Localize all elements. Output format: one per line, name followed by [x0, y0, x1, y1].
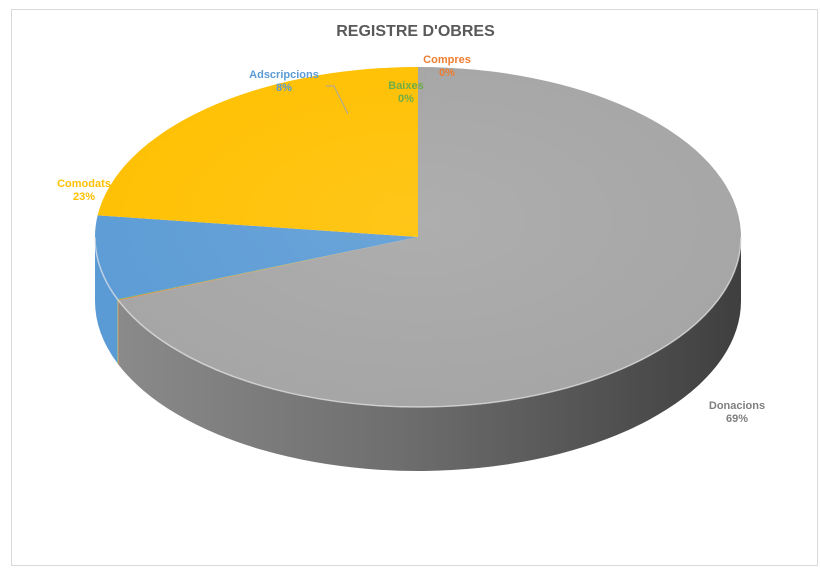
data-label-comodats: Comodats 23%	[50, 178, 118, 204]
pie-rim-highlight	[94, 236, 742, 408]
data-label-adscripcions: Adscripcions 8%	[242, 69, 326, 95]
data-label-compres: Compres 0%	[422, 54, 472, 80]
pie-chart	[94, 66, 742, 471]
slice-donacions-side	[118, 237, 741, 471]
category-label: Donacions	[708, 400, 766, 412]
category-label: Comodats	[57, 178, 111, 190]
slice-adscripcions-leader-line	[326, 85, 349, 115]
category-label: Baixes	[388, 80, 424, 92]
value-label: 23%	[72, 191, 96, 203]
slice-baixes-leader-line	[417, 86, 422, 106]
category-label: Adscripcions	[249, 69, 319, 81]
chart-title: REGISTRE D'OBRES	[336, 23, 495, 40]
value-label: 0%	[439, 67, 455, 79]
value-label: 69%	[725, 413, 749, 425]
value-label: 8%	[276, 82, 292, 94]
chart-area: REGISTRE D'OBRES Donacions 69% Compres	[11, 9, 818, 566]
slice-compres-leader-line	[420, 67, 432, 107]
category-label: Compres	[423, 54, 471, 66]
pie-top-highlight	[95, 67, 741, 407]
data-label-donacions: Donacions 69%	[702, 400, 772, 426]
value-label: 0%	[398, 93, 414, 105]
data-label-baixes: Baixes 0%	[384, 80, 428, 106]
